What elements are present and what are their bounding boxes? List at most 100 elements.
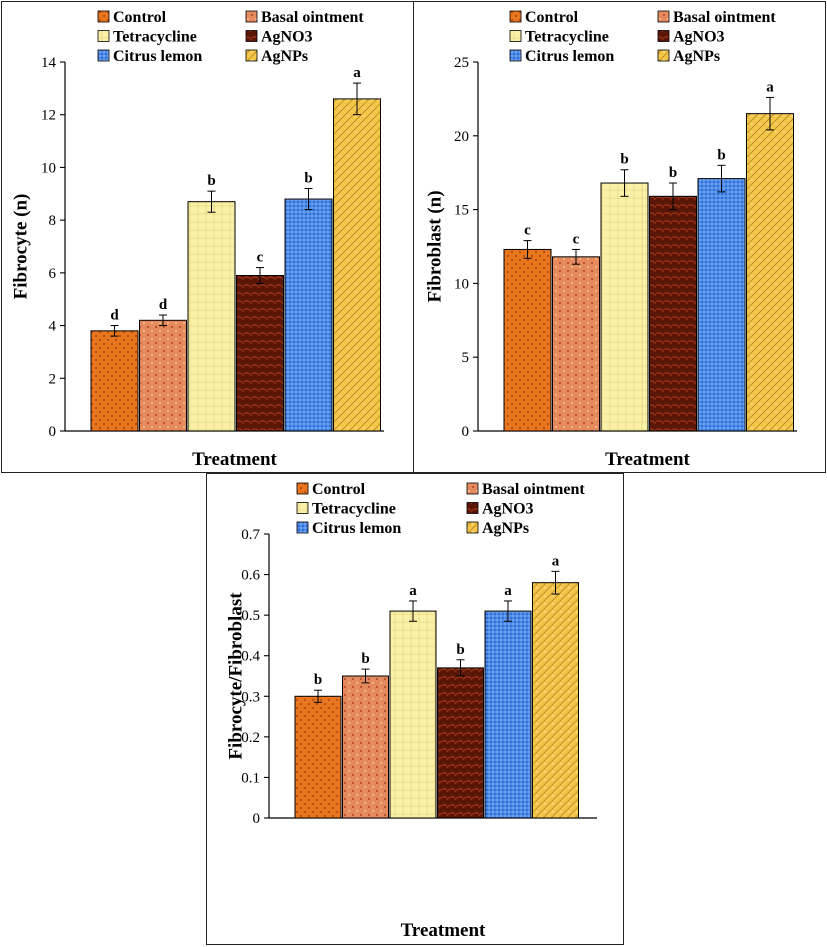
legend-swatch-citrus-lemon (97, 49, 110, 62)
legend-swatch-tetracycline (296, 502, 309, 514)
legend-swatch-agno3 (245, 30, 258, 42)
y-tick-label: 10 (454, 276, 469, 292)
fibroblast-chart: 0 5 10 15 20 25 Fibroblast (n) Treatment c c b b b a C… (424, 9, 797, 470)
legend-label-citrus-lemon: Citrus lemon (113, 48, 202, 65)
bar-citrus-lemon (484, 610, 532, 819)
significance-label: b (669, 165, 677, 181)
legend-label-agnps: AgNPs (261, 48, 308, 65)
y-tick-label: 0.2 (241, 730, 260, 746)
legend-swatch-agnps (466, 521, 479, 534)
y-tick-label: 14 (41, 55, 57, 71)
significance-label: b (456, 642, 464, 658)
y-tick-label: 0 (253, 811, 261, 827)
fibrocyte-chart: 0 2 4 6 8 10 12 14 Fibrocyte (n) Treatment d d b c b a C… (10, 9, 384, 470)
bar-control (294, 695, 342, 819)
y-axis-title: Fibroblast (n) (424, 190, 445, 302)
y-tick-label: 8 (49, 213, 57, 229)
bar-agnps (532, 582, 579, 819)
legend-label-agno3: AgNO3 (673, 29, 725, 46)
significance-label: c (257, 250, 264, 266)
significance-label: a (409, 583, 417, 599)
y-tick-label: 20 (454, 129, 469, 145)
significance-label: a (552, 553, 560, 569)
significance-label: d (110, 308, 119, 324)
legend-swatch-control (296, 482, 309, 495)
x-axis-title: Treatment (401, 920, 486, 941)
legend-swatch-basal-ointment (245, 10, 258, 23)
legend-swatch-citrus-lemon (509, 49, 522, 62)
significance-label: c (524, 223, 531, 239)
legend-label-tetracycline: Tetracycline (113, 29, 197, 46)
legend-swatch-basal-ointment (466, 482, 479, 495)
legend-label-control: Control (312, 481, 366, 498)
bar-tetracycline (187, 201, 236, 432)
y-tick-label: 2 (49, 371, 57, 387)
y-tick-label: 0 (462, 424, 470, 440)
significance-label: d (159, 297, 168, 313)
bar-citrus-lemon (697, 178, 746, 432)
y-tick-label: 0.5 (241, 608, 260, 624)
legend-swatch-agnps (657, 49, 670, 62)
y-tick-label: 6 (49, 266, 57, 282)
bar-agno3 (649, 195, 697, 432)
legend-swatch-basal-ointment (657, 10, 670, 23)
y-tick-label: 5 (462, 350, 470, 366)
bar-citrus-lemon (284, 198, 333, 432)
y-tick-label: 0 (49, 424, 57, 440)
significance-label: b (361, 651, 369, 667)
legend-label-tetracycline: Tetracycline (312, 501, 396, 518)
legend-swatch-agno3 (466, 502, 479, 514)
y-tick-label: 0.3 (241, 689, 260, 705)
y-tick-label: 0.6 (241, 568, 260, 584)
legend-swatch-agno3 (657, 30, 670, 42)
significance-label: a (353, 65, 361, 81)
legend-label-control: Control (525, 9, 579, 26)
y-tick-label: 15 (454, 203, 469, 219)
ratio-chart: 0 0.1 0.2 0.3 0.4 0.5 0.6 0.7 Fibrocyte/Fibrobla… (225, 481, 597, 941)
legend-swatch-citrus-lemon (296, 521, 309, 534)
y-tick-label: 25 (454, 55, 469, 71)
legend-swatch-tetracycline (509, 30, 522, 42)
legend-swatch-agnps (245, 49, 258, 62)
significance-label: b (717, 147, 725, 163)
y-tick-label: 10 (41, 160, 56, 176)
significance-label: b (314, 672, 322, 688)
significance-label: c (573, 231, 580, 247)
legend-label-basal-ointment: Basal ointment (261, 9, 364, 26)
legend-label-citrus-lemon: Citrus lemon (525, 48, 614, 65)
y-tick-label: 4 (49, 319, 57, 335)
legend-label-control: Control (113, 9, 167, 26)
x-axis-title: Treatment (192, 449, 277, 470)
bar-control (90, 330, 139, 432)
legend-label-agno3: AgNO3 (261, 29, 313, 46)
bar-basal-ointment (552, 256, 600, 432)
legend-label-citrus-lemon: Citrus lemon (312, 520, 401, 537)
bar-agnps (333, 98, 381, 432)
bar-agno3 (236, 274, 284, 432)
bar-agno3 (437, 667, 484, 819)
legend-swatch-tetracycline (97, 30, 110, 42)
legend-swatch-control (509, 10, 522, 23)
significance-label: a (504, 583, 512, 599)
legend-label-basal-ointment: Basal ointment (482, 481, 585, 498)
legend-label-agnps: AgNPs (482, 520, 529, 537)
legend-label-agnps: AgNPs (673, 48, 720, 65)
significance-label: b (620, 152, 628, 168)
y-tick-label: 0.1 (241, 770, 260, 786)
y-tick-label: 0.7 (241, 527, 260, 543)
y-axis-title: Fibrocyte/Fibroblast (225, 592, 246, 760)
bar-tetracycline (389, 610, 437, 819)
legend-swatch-control (97, 10, 110, 23)
chart-panel-fibrocyte: 0 2 4 6 8 10 12 14 Fibrocyte (n) Treatment d d b c b a C… (1, 1, 414, 473)
chart-panel-ratio: 0 0.1 0.2 0.3 0.4 0.5 0.6 0.7 Fibrocyte/Fibrobla… (206, 473, 624, 945)
legend-label-tetracycline: Tetracycline (525, 29, 609, 46)
y-tick-label: 12 (41, 108, 56, 124)
y-tick-label: 0.4 (241, 649, 260, 665)
y-axis-title: Fibrocyte (n) (10, 194, 31, 300)
legend-label-agno3: AgNO3 (482, 501, 534, 518)
significance-label: a (766, 79, 774, 95)
x-axis-title: Treatment (605, 449, 690, 470)
bar-basal-ointment (139, 319, 187, 432)
legend-label-basal-ointment: Basal ointment (673, 9, 776, 26)
bar-basal-ointment (342, 675, 389, 819)
